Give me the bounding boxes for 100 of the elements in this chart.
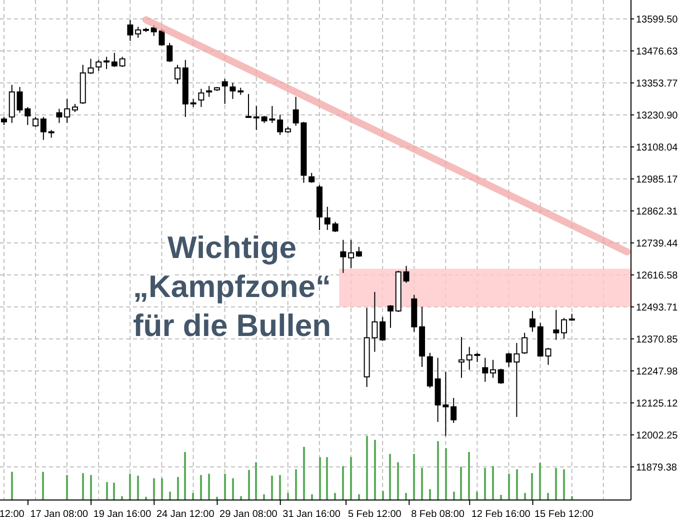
candlestick xyxy=(135,26,142,38)
bar xyxy=(326,457,328,500)
bar xyxy=(113,482,115,500)
candlestick xyxy=(32,116,39,128)
y-tick-label: 13599.50 xyxy=(636,14,678,26)
candlestick xyxy=(119,56,126,68)
bar xyxy=(319,457,321,500)
bar xyxy=(287,492,289,500)
x-tick-label: 5 Feb 12:00 xyxy=(348,509,402,517)
candlestick xyxy=(356,246,362,258)
bar xyxy=(334,492,336,500)
bar xyxy=(153,478,155,500)
y-tick-label: 13230.90 xyxy=(636,110,678,122)
bar xyxy=(106,482,108,500)
bar xyxy=(303,446,305,500)
bar xyxy=(524,492,526,500)
bar xyxy=(129,474,131,500)
bar xyxy=(42,472,44,500)
bar xyxy=(169,492,171,500)
candlestick xyxy=(56,108,62,124)
x-tick-label: 19 Jan 16:00 xyxy=(93,509,152,517)
bar xyxy=(539,462,541,500)
bar xyxy=(342,466,344,500)
bar xyxy=(311,494,313,500)
y-tick-label: 12493.71 xyxy=(636,302,678,314)
y-tick-label: 12616.58 xyxy=(636,270,678,282)
candlestick xyxy=(490,359,496,378)
y-tick-label: 12985.17 xyxy=(636,174,678,186)
bar xyxy=(350,457,352,500)
bar xyxy=(208,474,210,500)
bar xyxy=(240,496,242,500)
bar xyxy=(389,454,391,500)
y-tick-label: 13353.77 xyxy=(636,78,678,90)
candlestick xyxy=(340,239,346,274)
candlestick xyxy=(387,304,394,328)
x-tick-label: 8 Feb 08:00 xyxy=(411,509,465,517)
y-tick-label: 12002.25 xyxy=(636,430,678,442)
x-tick-label: 24 Jan 12:00 xyxy=(156,509,215,517)
candlestick xyxy=(403,265,410,284)
candlestick xyxy=(104,56,110,70)
bar xyxy=(192,492,194,500)
candlestick xyxy=(498,368,504,384)
x-tick-label: 12 Feb 16:00 xyxy=(471,509,531,517)
bar xyxy=(224,474,226,500)
candlestick xyxy=(246,94,252,118)
candlestick xyxy=(253,105,260,130)
candlestick xyxy=(198,88,204,108)
bar xyxy=(366,436,368,500)
bar xyxy=(492,466,494,500)
bar xyxy=(121,496,123,500)
candlestick xyxy=(230,82,236,100)
candlestick xyxy=(166,42,173,62)
candlestick xyxy=(466,346,472,370)
bar xyxy=(453,492,455,500)
candlestick xyxy=(324,206,330,230)
candlestick xyxy=(111,52,118,68)
bar xyxy=(516,469,518,500)
candlestick xyxy=(348,239,354,268)
x-tick-label: 17 Jan 08:00 xyxy=(30,509,89,517)
bar xyxy=(421,468,423,500)
bar xyxy=(397,462,399,500)
bar xyxy=(184,452,186,500)
bar xyxy=(563,469,565,500)
candlestick xyxy=(88,58,94,74)
candlestick xyxy=(127,19,134,42)
bar xyxy=(232,478,234,500)
y-tick-label: 13476.63 xyxy=(636,46,678,58)
bar xyxy=(374,440,376,500)
candlestick xyxy=(308,172,315,184)
bar xyxy=(445,448,447,500)
candlestick xyxy=(482,357,488,382)
candlestick xyxy=(64,98,70,124)
annotation: Wichtige „Kampfzone“ für die Bullen xyxy=(132,230,332,343)
candlestick xyxy=(174,64,181,84)
x-tick-label: 12:00 xyxy=(0,509,25,517)
y-tick-label: 11879.38 xyxy=(636,462,678,474)
bar xyxy=(437,441,439,500)
bar xyxy=(271,476,273,500)
candlestick xyxy=(332,221,338,233)
bar xyxy=(279,475,281,500)
bar xyxy=(508,474,510,500)
bar xyxy=(137,476,139,500)
candlestick xyxy=(553,309,560,340)
bar xyxy=(177,476,179,500)
candlestick xyxy=(380,316,386,342)
bar xyxy=(531,473,533,500)
bar xyxy=(358,494,360,500)
y-tick-label: 12247.98 xyxy=(636,366,678,378)
bar xyxy=(571,496,573,500)
bar xyxy=(476,492,478,500)
bar xyxy=(248,470,250,500)
y-tick-label: 12125.12 xyxy=(636,398,678,410)
candlestick xyxy=(458,336,464,378)
bar xyxy=(484,468,486,500)
bar xyxy=(413,454,415,500)
candlestick xyxy=(474,352,480,362)
bar xyxy=(547,492,549,500)
bar xyxy=(66,475,68,500)
candlestick xyxy=(522,332,528,354)
y-tick-label: 13108.04 xyxy=(636,142,678,154)
